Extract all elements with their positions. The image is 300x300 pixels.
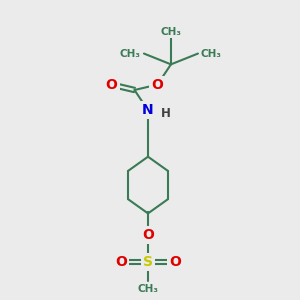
Text: O: O bbox=[106, 78, 118, 92]
Text: O: O bbox=[152, 78, 164, 92]
Text: CH₃: CH₃ bbox=[120, 49, 141, 58]
Text: CH₃: CH₃ bbox=[137, 284, 158, 294]
Text: CH₃: CH₃ bbox=[201, 49, 222, 58]
Text: O: O bbox=[142, 228, 154, 242]
Text: N: N bbox=[142, 103, 154, 117]
Text: O: O bbox=[169, 255, 181, 269]
Text: H: H bbox=[161, 107, 171, 120]
Text: S: S bbox=[143, 255, 153, 269]
Text: O: O bbox=[115, 255, 127, 269]
Text: CH₃: CH₃ bbox=[160, 27, 182, 38]
